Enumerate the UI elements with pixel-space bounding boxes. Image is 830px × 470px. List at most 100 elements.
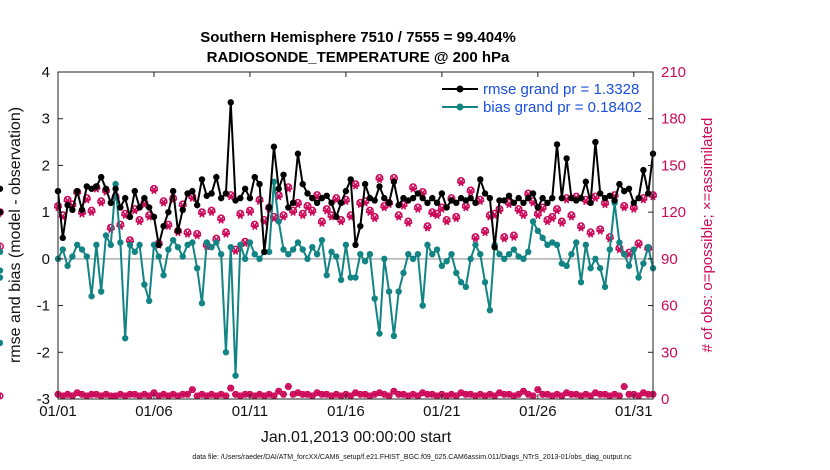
obs-low-assimilated-point-stroke xyxy=(583,390,589,398)
y-axis-label: rmse and bias (model - observation) xyxy=(7,107,24,363)
rmse-series-point xyxy=(424,199,431,206)
bias-series-point xyxy=(0,248,4,256)
x-axis-label: Jan.01,2013 00:00:00 start xyxy=(261,429,452,446)
x-axis: 01/01 01/06 01/11 01/16 01/21 01/26 01/31 xyxy=(39,72,653,420)
obs-possible-point xyxy=(567,211,576,220)
bias-series-point xyxy=(294,239,302,246)
bias-series-point xyxy=(390,332,398,340)
obs-assimilated-point xyxy=(634,240,643,249)
obs-low-assimilated-point-stroke xyxy=(69,392,75,400)
obs-assimilated-point-stroke xyxy=(300,211,306,220)
bias-series-point xyxy=(88,293,95,300)
rmse-series-point xyxy=(73,187,81,195)
obs-assimilated-point-stroke xyxy=(333,195,339,204)
bias-series-point xyxy=(433,246,441,253)
obs-low-assimilated-point xyxy=(280,390,288,398)
obs-low-assimilated-point-stroke xyxy=(544,390,550,398)
obs-low-assimilated-point-stroke xyxy=(156,392,162,400)
bias-series-point xyxy=(126,241,134,249)
rmse-series-point xyxy=(477,176,484,183)
obs-low-assimilated-point xyxy=(184,390,192,398)
bias-series-point xyxy=(227,243,234,251)
obs-low-assimilated-point-stroke xyxy=(84,392,90,400)
obs-low-assimilated-point-stroke xyxy=(309,392,315,400)
rmse-series-point xyxy=(208,190,215,197)
rmse-series-point xyxy=(112,185,119,192)
rmse-series-point xyxy=(467,194,474,202)
rmse-series-point xyxy=(261,248,268,256)
obs-low-assimilated-point-stroke xyxy=(415,392,421,400)
obs-possible-point xyxy=(591,192,600,201)
obs-low-assimilated-point xyxy=(270,392,278,400)
obs-low-assimilated-point-stroke xyxy=(89,390,95,398)
obs-assimilated-point xyxy=(409,184,418,193)
obs-low-assimilated-point-stroke xyxy=(353,389,358,397)
obs-assimilated-point-stroke xyxy=(477,197,483,206)
obs-assimilated-point xyxy=(423,223,432,232)
rmse-series-point xyxy=(237,194,244,202)
obs-assimilated-point xyxy=(317,219,326,227)
rmse-series-point xyxy=(0,185,4,192)
bias-series-point xyxy=(169,236,177,244)
bias-series-point xyxy=(357,250,364,258)
rmse-series-point xyxy=(635,194,642,202)
obs-assimilated-point xyxy=(514,206,523,215)
obs-assimilated-point-stroke xyxy=(515,206,522,215)
obs-possible-point xyxy=(221,228,230,237)
bias-series-point xyxy=(145,297,153,305)
obs-low-assimilated-point-stroke xyxy=(98,392,104,400)
obs-low-assimilated-point-stroke xyxy=(621,383,627,390)
rmse-series-point xyxy=(169,187,177,195)
obs-possible-point xyxy=(423,222,432,231)
obs-assimilated-point-stroke xyxy=(511,233,517,241)
obs-possible-point xyxy=(217,214,226,223)
obs-assimilated-point-stroke xyxy=(443,217,450,226)
bias-series-point xyxy=(83,253,90,260)
bias-series-point xyxy=(251,250,258,258)
rmse-series-point xyxy=(429,194,436,202)
bias-series-point xyxy=(193,265,201,272)
rmse-series-point xyxy=(121,194,129,202)
rmse-series-point xyxy=(481,190,489,197)
legend-rmse-marker xyxy=(456,85,464,93)
obs-possible-point xyxy=(557,217,566,226)
obs-assimilated-point xyxy=(221,230,230,238)
obs-low-assimilated-point-stroke xyxy=(434,392,440,400)
obs-low-assimilated-point-stroke xyxy=(640,389,646,397)
obs-assimilated-point-stroke xyxy=(228,192,234,201)
bias-series-point xyxy=(102,232,110,239)
rmse-series-point xyxy=(390,178,398,185)
obs-possible-point xyxy=(332,194,341,203)
obs-low-assimilated-point-stroke xyxy=(261,392,267,400)
obs-assimilated-point xyxy=(548,214,557,223)
rmse-series-point xyxy=(443,204,450,211)
rmse-series-point xyxy=(299,180,306,188)
obs-low-assimilated-point xyxy=(414,392,422,400)
obs-assimilated-point-stroke xyxy=(376,175,383,184)
rmse-series-point xyxy=(438,190,446,197)
obs-low-assimilated-point-stroke xyxy=(559,392,565,400)
rmse-series-point xyxy=(448,197,455,204)
obs-low-assimilated-point-stroke xyxy=(199,390,205,398)
rmse-series-point xyxy=(155,241,162,249)
bias-series-point xyxy=(616,239,623,246)
obs-low-assimilated-point-stroke xyxy=(295,389,301,397)
obs-assimilated-point xyxy=(197,209,206,218)
obs-low-assimilated-point xyxy=(150,389,158,397)
bias-series-point xyxy=(424,241,431,249)
bias-series-point xyxy=(309,243,316,251)
obs-possible-point xyxy=(553,205,561,213)
obs-assimilated-point-stroke xyxy=(276,192,282,201)
obs-low-assimilated-point-stroke xyxy=(525,390,531,398)
rmse-series-point xyxy=(385,199,393,206)
y-tick-label: 3 xyxy=(42,111,50,128)
rmse-series-point xyxy=(505,192,513,199)
rmse-series-point xyxy=(515,194,522,202)
bias-series-point xyxy=(323,272,330,279)
obs-assimilated-point-stroke xyxy=(309,208,316,217)
obs-low-assimilated-point-stroke xyxy=(132,390,138,398)
obs-low-assimilated-point xyxy=(145,392,153,400)
obs-assimilated-point xyxy=(375,175,384,184)
rmse-series-point xyxy=(280,171,287,178)
rmse-series-point xyxy=(102,185,110,192)
